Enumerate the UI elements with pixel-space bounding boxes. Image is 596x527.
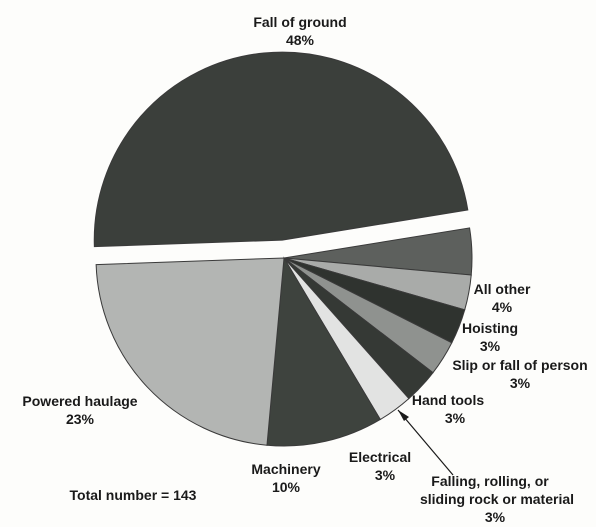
slice-fall-of-ground: [93, 51, 469, 248]
label-hoisting-value: 3%: [480, 338, 501, 354]
label-slip-fall-value: 3%: [510, 375, 531, 391]
label-hand-tools-name: Hand tools: [412, 392, 485, 408]
label-hand-tools-value: 3%: [445, 410, 466, 426]
label-fall-of-ground-name: Fall of ground: [253, 14, 346, 30]
label-all-other-name: All other: [474, 281, 531, 297]
label-electrical-value: 3%: [375, 467, 396, 483]
label-slip-fall-name: Slip or fall of person: [452, 357, 587, 373]
label-powered-haulage-value: 23%: [66, 411, 95, 427]
label-falling-rock-value: 3%: [485, 509, 506, 525]
slice-machinery: [266, 256, 381, 447]
label-falling-rock-name-line2: sliding rock or material: [420, 491, 574, 507]
label-fall-of-ground-value: 48%: [286, 32, 315, 48]
label-all-other-value: 4%: [492, 299, 513, 315]
leader-falling-rock: [397, 409, 454, 476]
label-hoisting-name: Hoisting: [462, 320, 518, 336]
label-machinery-name: Machinery: [251, 461, 320, 477]
pie-slices: [93, 51, 473, 447]
label-powered-haulage-name: Powered haulage: [22, 393, 137, 409]
label-falling-rock-name-line1: Falling, rolling, or: [431, 473, 549, 489]
label-electrical-name: Electrical: [349, 449, 411, 465]
slice-powered-haulage: [95, 257, 285, 446]
pie-labels: Fall of ground 48% All other 4% Hoisting…: [22, 14, 587, 525]
label-machinery-value: 10%: [272, 479, 301, 495]
total-number-label: Total number = 143: [70, 487, 197, 503]
